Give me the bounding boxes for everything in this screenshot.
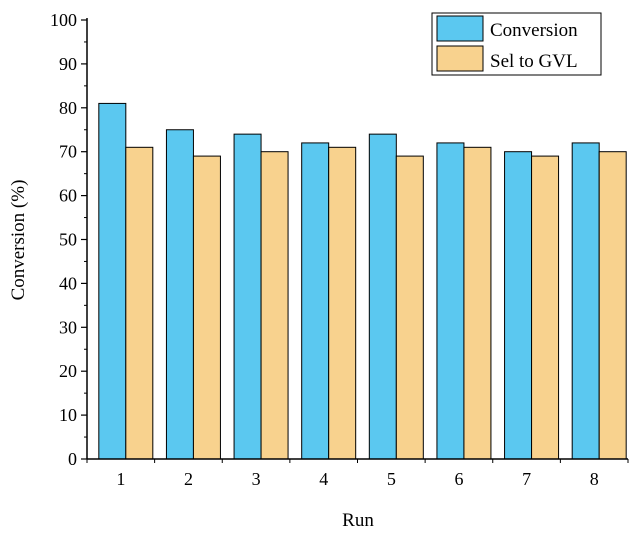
x-tick-label: 2 (184, 469, 193, 489)
y-axis-label: Conversion (%) (8, 180, 29, 301)
bar-conversion-run-2 (165, 129, 194, 460)
bar-conversion-run-8 (571, 142, 600, 460)
bar-sel-to-gvl-run-4 (328, 146, 357, 460)
x-tick-label: 1 (116, 469, 125, 489)
ticks-layer: 0 10 20 30 40 50 60 70 80 90 100 1 2 3 4 5 6 7 8 (50, 10, 629, 489)
bar-conversion-run-3 (233, 133, 262, 460)
x-tick-label: 7 (522, 469, 531, 489)
bar-sel-to-gvl-run-3 (260, 151, 289, 460)
bar-conversion-run-6 (436, 142, 465, 460)
y-tick-label: 30 (59, 317, 77, 337)
x-tick-label: 8 (590, 469, 599, 489)
x-tick-label: 5 (387, 469, 396, 489)
x-tick-label: 6 (454, 469, 463, 489)
legend-label-conversion: Conversion (490, 20, 578, 41)
legend-swatch-sel-to-gvl (436, 45, 484, 72)
bar-conversion-run-7 (504, 151, 533, 460)
y-tick-label: 80 (59, 98, 77, 118)
y-tick-label: 100 (50, 10, 77, 30)
bar-sel-to-gvl-run-1 (125, 146, 154, 460)
bar-conversion-run-1 (98, 102, 127, 460)
y-tick-label: 50 (59, 230, 77, 250)
y-tick-label: 60 (59, 186, 77, 206)
bar-conversion-run-4 (301, 142, 330, 460)
y-tick-label: 90 (59, 54, 77, 74)
legend-swatch-conversion (436, 15, 484, 42)
y-tick-label: 10 (59, 405, 77, 425)
y-tick-label: 20 (59, 361, 77, 381)
bars-layer (98, 102, 627, 460)
y-tick-label: 40 (59, 273, 77, 293)
bar-sel-to-gvl-run-8 (598, 151, 627, 460)
bar-sel-to-gvl-run-7 (531, 155, 560, 460)
y-tick-label: 0 (68, 449, 77, 469)
x-tick-label: 4 (319, 469, 328, 489)
bar-sel-to-gvl-run-2 (192, 155, 221, 460)
legend-label-sel-to-gvl: Sel to GVL (490, 51, 578, 72)
bar-sel-to-gvl-run-6 (463, 146, 492, 460)
legend: Conversion Sel to GVL (431, 12, 602, 76)
y-tick-label: 70 (59, 142, 77, 162)
bar-conversion-run-5 (368, 133, 397, 460)
bar-sel-to-gvl-run-5 (395, 155, 424, 460)
x-tick-label: 3 (252, 469, 261, 489)
x-axis-label: Run (342, 510, 374, 531)
